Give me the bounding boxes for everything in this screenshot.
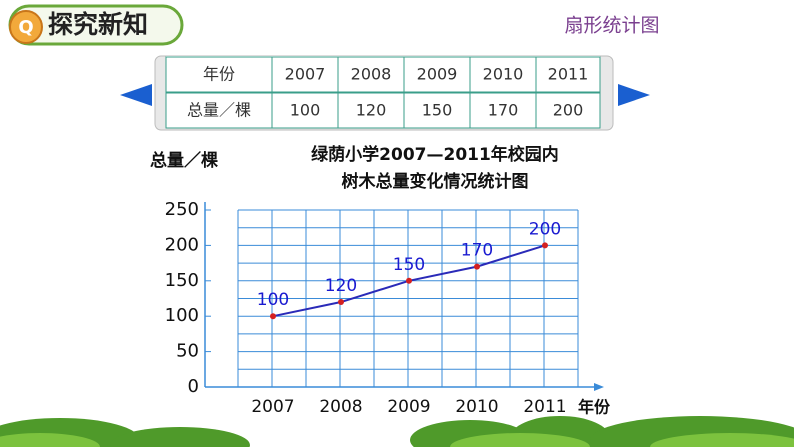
chart-title: 树木总量变化情况统计图 <box>342 171 529 192</box>
data-label: 170 <box>461 241 493 261</box>
data-label: 120 <box>325 276 357 296</box>
y-tick-label: 250 <box>165 199 199 220</box>
data-label: 100 <box>257 290 289 310</box>
table-cell: 2008 <box>351 65 392 84</box>
y-tick-label: 0 <box>188 376 199 397</box>
point <box>338 299 344 306</box>
x-axis-label: 年份 <box>578 398 611 417</box>
topic: 扇形统计图 <box>564 15 659 37</box>
arrow-right <box>618 84 650 106</box>
x-tick-label: 2007 <box>251 397 294 417</box>
y-axis-label: 总量／棵 <box>150 150 218 171</box>
y-tick-label: 50 <box>176 341 199 362</box>
point <box>406 277 412 284</box>
header-icon <box>9 10 43 44</box>
y-tick-label: 100 <box>165 305 199 326</box>
table-cell: 年份 <box>203 65 235 84</box>
table-cell: 2007 <box>285 65 326 84</box>
y-tick-label: 150 <box>165 270 199 291</box>
table-cell: 总量／棵 <box>187 101 251 120</box>
table-cell: 2010 <box>483 65 524 84</box>
x-tick-label: 2010 <box>455 397 498 417</box>
table-cell-border <box>535 92 601 129</box>
table-cell: 100 <box>290 101 321 120</box>
table-cell: 200 <box>553 101 584 120</box>
y-tick-label: 200 <box>165 234 199 255</box>
point <box>542 242 548 249</box>
data-label: 200 <box>529 219 561 239</box>
point <box>270 313 276 320</box>
table-cell: 120 <box>356 101 387 120</box>
arrow-left <box>120 84 152 106</box>
point <box>474 263 480 270</box>
grass-light <box>0 433 794 447</box>
table-cell: 2011 <box>548 65 589 84</box>
x-tick-label: 2009 <box>387 397 430 417</box>
header-title: 探究新知 <box>48 10 148 39</box>
table-cell: 170 <box>488 101 519 120</box>
x-tick-label: 2011 <box>523 397 566 417</box>
data-label: 150 <box>393 255 425 275</box>
header-icon-letter: Q <box>18 17 33 38</box>
x-axis-arrow <box>594 383 604 391</box>
x-tick-label: 2008 <box>319 397 362 417</box>
table-cell: 150 <box>422 101 453 120</box>
chart-title: 绿荫小学2007—2011年校园内 <box>311 144 559 165</box>
table-cell-border <box>535 56 601 93</box>
table-cell: 2009 <box>417 65 458 84</box>
